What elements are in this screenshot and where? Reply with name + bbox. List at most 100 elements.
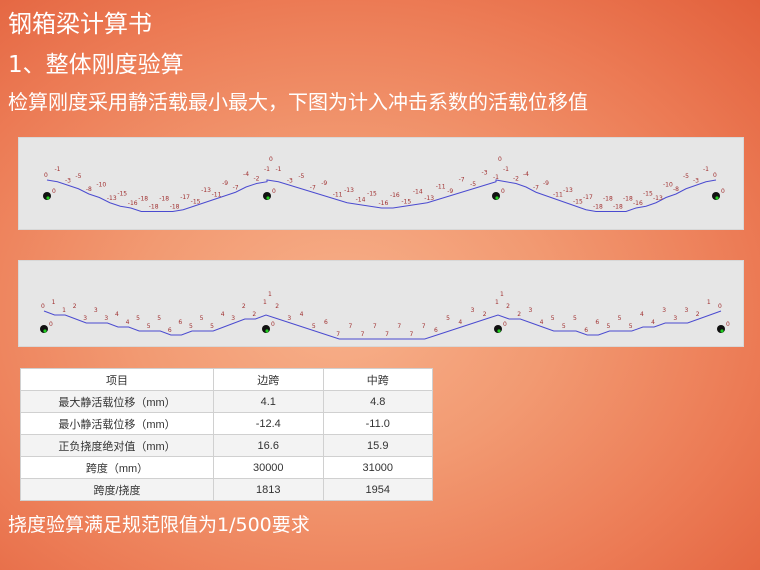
displacement-label: 0 — [713, 172, 717, 179]
displacement-label: 4 — [300, 311, 304, 318]
displacement-label: -16 — [390, 192, 400, 199]
displacement-label: 6 — [584, 327, 588, 334]
displacement-label: 7 — [373, 323, 377, 330]
deflection-curve — [46, 179, 717, 212]
table-cell: -11.0 — [322, 412, 433, 435]
displacement-label: 5 — [136, 315, 140, 322]
table-cell: 30000 — [213, 456, 324, 479]
support-label: 0 — [503, 321, 507, 328]
support-label: 0 — [272, 188, 276, 195]
displacement-label: 4 — [640, 311, 644, 318]
displacement-label: 6 — [324, 319, 328, 326]
table-cell: 1813 — [213, 478, 324, 501]
displacement-label: 4 — [221, 311, 225, 318]
displacement-label: -17 — [180, 194, 190, 201]
displacement-label: 1 — [263, 299, 267, 306]
displacement-label: 1 — [62, 307, 66, 314]
displacement-label: 6 — [178, 319, 182, 326]
displacement-label: -8 — [673, 186, 679, 193]
support-marker — [495, 196, 499, 200]
table-cell: 16.6 — [213, 434, 324, 457]
displacement-label: -15 — [573, 198, 583, 205]
displacement-label: 2 — [506, 303, 510, 310]
displacement-label: -18 — [603, 196, 613, 203]
table-cell: 正负挠度绝对值（mm） — [20, 434, 214, 457]
displacement-label: 5 — [629, 323, 633, 330]
displacement-label: 4 — [651, 319, 655, 326]
table-row: 正负挠度绝对值（mm） 16.6 15.9 — [20, 434, 433, 457]
table-cell: 4.1 — [213, 390, 324, 413]
displacement-label: 5 — [562, 323, 566, 330]
displacement-label: -11 — [436, 183, 446, 190]
displacement-label: 1 — [500, 291, 504, 298]
support-label: 0 — [49, 321, 53, 328]
displacement-label: 7 — [385, 331, 389, 338]
support-marker — [43, 329, 47, 333]
table-row: 最大静活载位移（mm） 4.1 4.8 — [20, 390, 433, 413]
displacement-label: -14 — [413, 189, 423, 196]
support-marker — [720, 329, 724, 333]
displacement-label: -7 — [233, 184, 239, 191]
displacement-label: -4 — [243, 171, 249, 178]
table-cell: -12.4 — [213, 412, 324, 435]
table-row: 跨度（mm） 30000 31000 — [20, 456, 433, 479]
displacement-label: -3 — [65, 177, 71, 184]
displacement-label: 5 — [551, 315, 555, 322]
displacement-label: -15 — [401, 198, 411, 205]
displacement-label: 7 — [336, 331, 340, 338]
displacement-label: -15 — [367, 190, 377, 197]
displacement-label: -5 — [298, 173, 304, 180]
displacement-label: -2 — [513, 176, 519, 183]
displacement-label: 7 — [410, 331, 414, 338]
table-cell: 最小静活载位移（mm） — [20, 412, 214, 435]
support-marker — [265, 329, 269, 333]
displacement-label: 5 — [157, 315, 161, 322]
section-heading: 1、整体刚度验算 — [8, 52, 184, 78]
displacement-label: -2 — [254, 176, 260, 183]
displacement-label: 2 — [252, 311, 256, 318]
displacement-label: 3 — [94, 307, 98, 314]
displacement-label: -14 — [356, 197, 366, 204]
displacement-label: 4 — [126, 319, 130, 326]
slide-title: 钢箱梁计算书 — [8, 10, 152, 38]
displacement-label: -16 — [379, 200, 389, 207]
displacement-label: 7 — [348, 323, 352, 330]
table-cell: 跨度/挠度 — [20, 478, 214, 501]
displacement-label: -15 — [643, 190, 653, 197]
displacement-label: 0 — [718, 303, 722, 310]
displacement-label: -13 — [653, 195, 663, 202]
displacement-label: -16 — [128, 200, 138, 207]
displacement-label: 0 — [269, 156, 273, 163]
support-marker — [715, 196, 719, 200]
displacement-label: 6 — [595, 319, 599, 326]
displacement-label: 2 — [483, 311, 487, 318]
description: 检算刚度采用静活载最小最大，下图为计入冲击系数的活载位移值 — [8, 90, 588, 114]
displacement-label: -7 — [459, 176, 465, 183]
displacement-label: -3 — [693, 177, 699, 184]
displacement-label: 2 — [696, 311, 700, 318]
displacement-label: 4 — [540, 319, 544, 326]
displacement-label: -1 — [264, 166, 270, 173]
displacement-label: 3 — [471, 307, 475, 314]
stiffness-table: 项目 边跨 中跨 最大静活载位移（mm） 4.1 4.8 最小静活载位移（mm） -1… — [20, 368, 433, 501]
displacement-label: 3 — [685, 307, 689, 314]
displacement-label: -18 — [138, 196, 148, 203]
displacement-label: 2 — [73, 303, 77, 310]
displacement-label: 5 — [618, 315, 622, 322]
support-marker — [266, 196, 270, 200]
displacement-label: -4 — [523, 171, 529, 178]
displacement-label: -10 — [96, 182, 106, 189]
displacement-label: -1 — [54, 166, 60, 173]
displacement-label: 3 — [231, 315, 235, 322]
displacement-label: -5 — [75, 173, 81, 180]
displacement-label: -8 — [86, 186, 92, 193]
displacement-label: 7 — [397, 323, 401, 330]
displacement-label: -1 — [275, 166, 281, 173]
displacement-label: 3 — [104, 315, 108, 322]
table-cell: 跨度（mm） — [20, 456, 214, 479]
displacement-label: 7 — [361, 331, 365, 338]
table-cell: 15.9 — [322, 434, 433, 457]
displacement-label: 5 — [210, 323, 214, 330]
table-row: 跨度/挠度 1813 1954 — [20, 478, 433, 501]
displacement-label: 1 — [707, 299, 711, 306]
